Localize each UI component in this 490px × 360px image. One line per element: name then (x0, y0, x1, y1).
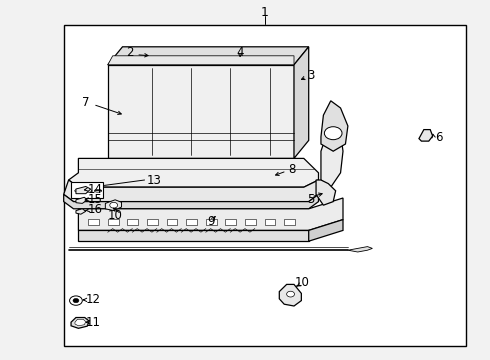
Polygon shape (108, 65, 294, 158)
Text: 4: 4 (236, 46, 244, 59)
Bar (71, 182, 103, 198)
Bar (186, 219, 197, 225)
Text: 13: 13 (147, 174, 162, 186)
Circle shape (110, 202, 118, 208)
Polygon shape (108, 47, 309, 65)
Bar (108, 219, 119, 225)
Polygon shape (78, 230, 309, 241)
Bar (225, 219, 236, 225)
Polygon shape (69, 158, 318, 187)
Ellipse shape (84, 189, 92, 192)
Polygon shape (279, 284, 301, 306)
Polygon shape (321, 101, 348, 151)
Text: 3: 3 (307, 69, 315, 82)
Bar (265, 219, 275, 225)
Bar (284, 219, 295, 225)
Ellipse shape (74, 189, 82, 192)
Polygon shape (78, 198, 343, 230)
Text: 1: 1 (261, 6, 269, 19)
Bar (88, 219, 99, 225)
Text: 10: 10 (295, 276, 310, 289)
Bar (127, 219, 138, 225)
Text: 16: 16 (88, 203, 103, 216)
Text: 11: 11 (86, 316, 100, 329)
Circle shape (324, 127, 342, 140)
Text: 9: 9 (207, 215, 215, 228)
Bar (245, 219, 256, 225)
Polygon shape (71, 318, 89, 328)
Polygon shape (309, 220, 343, 241)
Text: 12: 12 (86, 293, 100, 306)
Polygon shape (76, 186, 91, 194)
Text: 8: 8 (288, 163, 295, 176)
Polygon shape (294, 47, 309, 158)
Circle shape (287, 291, 294, 297)
Polygon shape (64, 194, 318, 209)
Polygon shape (64, 180, 318, 202)
Bar (167, 219, 177, 225)
Text: 14: 14 (88, 183, 103, 195)
Polygon shape (321, 126, 343, 187)
Text: 6: 6 (435, 131, 442, 144)
Bar (206, 219, 217, 225)
Polygon shape (348, 247, 372, 252)
Circle shape (73, 298, 79, 303)
Text: 2: 2 (126, 46, 134, 59)
Ellipse shape (94, 189, 102, 192)
Text: 15: 15 (88, 193, 103, 206)
Text: 7: 7 (82, 96, 90, 109)
Polygon shape (108, 56, 294, 65)
Polygon shape (419, 130, 433, 141)
Polygon shape (75, 319, 86, 326)
Polygon shape (76, 209, 86, 214)
Polygon shape (76, 197, 87, 203)
Polygon shape (316, 180, 336, 205)
Bar (147, 219, 158, 225)
Polygon shape (105, 200, 122, 211)
Text: 10: 10 (108, 209, 122, 222)
Bar (64, 25, 465, 346)
Text: 5: 5 (307, 193, 315, 206)
Circle shape (70, 296, 82, 305)
